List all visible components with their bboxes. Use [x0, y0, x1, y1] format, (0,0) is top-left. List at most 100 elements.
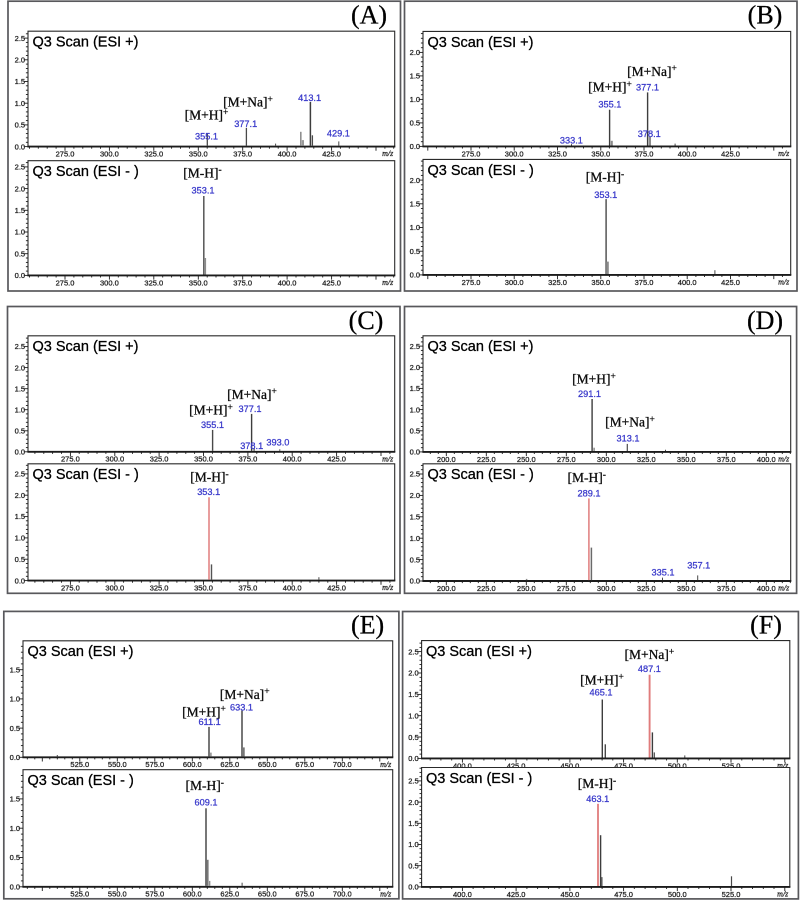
- svg-text:400.0: 400.0: [678, 149, 697, 158]
- svg-text:425.0: 425.0: [507, 890, 526, 899]
- svg-text:325.0: 325.0: [637, 455, 656, 464]
- svg-text:225.0: 225.0: [477, 455, 496, 464]
- svg-text:275.0: 275.0: [56, 150, 75, 159]
- svg-text:611.1: 611.1: [198, 717, 220, 727]
- svg-text:609.1: 609.1: [195, 797, 218, 807]
- svg-text:Q3 Scan (ESI - ): Q3 Scan (ESI - ): [426, 771, 532, 787]
- svg-text:[M+Na]+: [M+Na]+: [627, 64, 677, 79]
- svg-text:m/z: m/z: [380, 760, 392, 769]
- svg-text:325.0: 325.0: [144, 150, 163, 159]
- svg-text:1.0: 1.0: [10, 824, 20, 833]
- svg-text:[M+H]+: [M+H]+: [189, 403, 233, 418]
- svg-text:0.5: 0.5: [15, 121, 25, 130]
- svg-text:Q3 Scan (ESI +): Q3 Scan (ESI +): [428, 35, 534, 51]
- svg-text:375.0: 375.0: [239, 455, 258, 464]
- svg-text:1.0: 1.0: [15, 99, 25, 108]
- svg-text:0.5: 0.5: [408, 733, 418, 742]
- svg-text:Q3 Scan (ESI +): Q3 Scan (ESI +): [426, 644, 532, 660]
- svg-text:300.0: 300.0: [505, 149, 524, 158]
- svg-text:[M+H]+: [M+H]+: [588, 80, 632, 95]
- svg-text:2.5: 2.5: [408, 647, 418, 656]
- svg-text:2.5: 2.5: [410, 470, 420, 479]
- svg-text:300.0: 300.0: [100, 150, 119, 159]
- svg-text:400.0: 400.0: [453, 890, 472, 899]
- svg-text:355.1: 355.1: [201, 420, 224, 430]
- svg-text:1.5: 1.5: [10, 795, 20, 804]
- svg-text:375.0: 375.0: [635, 149, 654, 158]
- svg-text:[M+H]+: [M+H]+: [185, 108, 229, 123]
- svg-text:2.5: 2.5: [408, 777, 418, 786]
- svg-text:575.0: 575.0: [145, 760, 164, 769]
- svg-text:450.0: 450.0: [561, 761, 580, 770]
- svg-text:275.0: 275.0: [61, 584, 80, 593]
- svg-text:(D): (D): [747, 306, 783, 335]
- svg-text:2.0: 2.0: [410, 491, 420, 500]
- svg-text:2.5: 2.5: [15, 342, 25, 351]
- svg-text:0.0: 0.0: [410, 448, 420, 457]
- svg-text:0.5: 0.5: [15, 426, 25, 435]
- svg-text:1.0: 1.0: [410, 223, 420, 232]
- svg-text:275.0: 275.0: [61, 455, 80, 464]
- svg-text:2.0: 2.0: [15, 184, 25, 193]
- svg-text:300.0: 300.0: [597, 584, 616, 593]
- svg-text:2.0: 2.0: [15, 363, 25, 372]
- svg-text:0.0: 0.0: [410, 271, 420, 280]
- svg-text:Q3 Scan (ESI +): Q3 Scan (ESI +): [428, 339, 534, 355]
- svg-text:0.5: 0.5: [410, 426, 420, 435]
- svg-text:1.0: 1.0: [15, 534, 25, 543]
- svg-text:375.0: 375.0: [239, 584, 258, 593]
- svg-text:700.0: 700.0: [333, 890, 352, 899]
- svg-text:2.5: 2.5: [410, 342, 420, 351]
- svg-text:2.5: 2.5: [15, 470, 25, 479]
- svg-text:0.5: 0.5: [410, 119, 420, 128]
- svg-text:425.0: 425.0: [507, 761, 526, 770]
- svg-text:429.1: 429.1: [327, 129, 350, 139]
- svg-text:378.1: 378.1: [638, 129, 661, 139]
- svg-text:Q3 Scan (ESI - ): Q3 Scan (ESI - ): [428, 163, 534, 179]
- svg-text:m/z: m/z: [382, 583, 394, 592]
- svg-text:377.1: 377.1: [636, 83, 659, 93]
- svg-text:600.0: 600.0: [183, 760, 202, 769]
- svg-text:313.1: 313.1: [617, 433, 640, 443]
- svg-text:Q3 Scan (ESI - ): Q3 Scan (ESI - ): [33, 467, 139, 483]
- svg-text:575.0: 575.0: [145, 890, 164, 899]
- svg-text:353.1: 353.1: [594, 190, 617, 200]
- svg-text:1.0: 1.0: [408, 711, 418, 720]
- svg-text:(C): (C): [349, 306, 384, 335]
- svg-text:500.0: 500.0: [668, 761, 687, 770]
- svg-text:Q3 Scan (ESI +): Q3 Scan (ESI +): [33, 35, 139, 51]
- svg-text:1.5: 1.5: [410, 200, 420, 209]
- svg-text:350.0: 350.0: [677, 455, 696, 464]
- svg-text:525.0: 525.0: [722, 761, 741, 770]
- svg-text:2.0: 2.0: [15, 491, 25, 500]
- svg-text:0.5: 0.5: [10, 724, 20, 733]
- svg-text:2.5: 2.5: [15, 163, 25, 172]
- svg-text:[M+Na]+: [M+Na]+: [227, 387, 277, 402]
- svg-text:m/z: m/z: [380, 889, 392, 898]
- svg-text:300.0: 300.0: [597, 455, 616, 464]
- svg-text:[M+H]+: [M+H]+: [182, 704, 226, 719]
- svg-text:0.5: 0.5: [408, 861, 418, 870]
- svg-text:Q3 Scan (ESI - ): Q3 Scan (ESI - ): [33, 164, 139, 180]
- svg-text:0.5: 0.5: [15, 249, 25, 258]
- svg-text:Q3 Scan (ESI +): Q3 Scan (ESI +): [28, 644, 134, 660]
- svg-text:m/z: m/z: [778, 455, 790, 464]
- svg-text:2.0: 2.0: [410, 176, 420, 185]
- svg-text:[M+Na]+: [M+Na]+: [223, 95, 273, 110]
- svg-text:300.0: 300.0: [100, 278, 119, 287]
- svg-text:353.1: 353.1: [197, 487, 220, 497]
- svg-text:400.0: 400.0: [453, 761, 472, 770]
- svg-text:289.1: 289.1: [578, 489, 601, 499]
- svg-text:0.0: 0.0: [15, 448, 25, 457]
- svg-text:291.1: 291.1: [578, 389, 601, 399]
- svg-text:1.5: 1.5: [410, 72, 420, 81]
- svg-text:1.0: 1.0: [408, 840, 418, 849]
- svg-text:355.1: 355.1: [598, 99, 621, 109]
- svg-text:2.0: 2.0: [15, 56, 25, 65]
- svg-text:Q3 Scan (ESI - ): Q3 Scan (ESI - ): [28, 773, 134, 789]
- svg-text:m/z: m/z: [778, 278, 790, 287]
- svg-text:0.0: 0.0: [408, 883, 418, 892]
- svg-text:377.1: 377.1: [239, 404, 262, 414]
- svg-text:0.5: 0.5: [15, 555, 25, 564]
- svg-text:1.5: 1.5: [408, 819, 418, 828]
